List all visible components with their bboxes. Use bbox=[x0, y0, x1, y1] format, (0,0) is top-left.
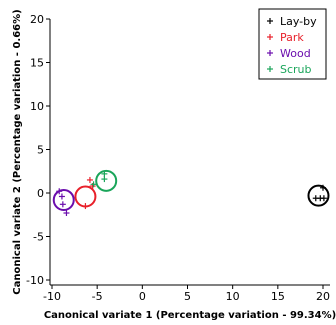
x-tick-label: 15 bbox=[271, 290, 285, 303]
legend-item: Park bbox=[267, 31, 304, 44]
legend-item: Wood bbox=[267, 47, 311, 60]
data-point bbox=[82, 203, 89, 210]
legend-label: Wood bbox=[280, 47, 311, 60]
group-circles bbox=[52, 169, 330, 211]
legend: Lay-by Park Wood Scrub bbox=[258, 8, 327, 80]
data-point bbox=[90, 181, 97, 188]
data-point bbox=[101, 170, 108, 177]
x-ticks: -10 -5 0 5 10 15 20 bbox=[43, 285, 330, 303]
data-point bbox=[320, 195, 327, 202]
x-tick-label: 0 bbox=[139, 290, 146, 303]
y-tick-label: 20 bbox=[30, 13, 44, 26]
legend-label: Scrub bbox=[280, 63, 312, 76]
data-point bbox=[63, 210, 70, 217]
legend-item: Scrub bbox=[267, 63, 312, 76]
y-tick-label: 0 bbox=[37, 187, 44, 200]
legend-label: Park bbox=[280, 31, 304, 44]
y-tick-label: 5 bbox=[37, 144, 44, 157]
x-tick-label: 10 bbox=[226, 290, 240, 303]
y-tick-label: -5 bbox=[33, 231, 44, 244]
x-tick-label: -5 bbox=[92, 290, 103, 303]
legend-item: Lay-by bbox=[267, 15, 317, 28]
x-tick-label: -10 bbox=[43, 290, 61, 303]
data-points bbox=[56, 170, 327, 217]
data-point bbox=[101, 176, 108, 183]
data-point bbox=[59, 201, 66, 208]
group-circle-3 bbox=[95, 169, 118, 192]
x-tick-label: 20 bbox=[316, 290, 330, 303]
y-tick-label: 10 bbox=[30, 100, 44, 113]
x-axis-title: Canonical variate 1 (Percentage variatio… bbox=[44, 310, 336, 321]
y-tick-label: 15 bbox=[30, 57, 44, 70]
group-circle-2 bbox=[52, 188, 75, 211]
group-circle-0 bbox=[307, 184, 330, 207]
data-point bbox=[56, 188, 63, 195]
y-ticks: -10 -5 0 5 10 15 20 bbox=[26, 13, 50, 287]
data-point bbox=[86, 176, 93, 183]
data-point bbox=[320, 184, 326, 191]
y-axis-title: Canonical variate 2 (Percentage variatio… bbox=[12, 9, 23, 294]
legend-label: Lay-by bbox=[280, 15, 317, 28]
x-tick-label: 5 bbox=[184, 290, 191, 303]
data-point bbox=[58, 193, 65, 200]
y-tick-label: -10 bbox=[26, 274, 44, 287]
